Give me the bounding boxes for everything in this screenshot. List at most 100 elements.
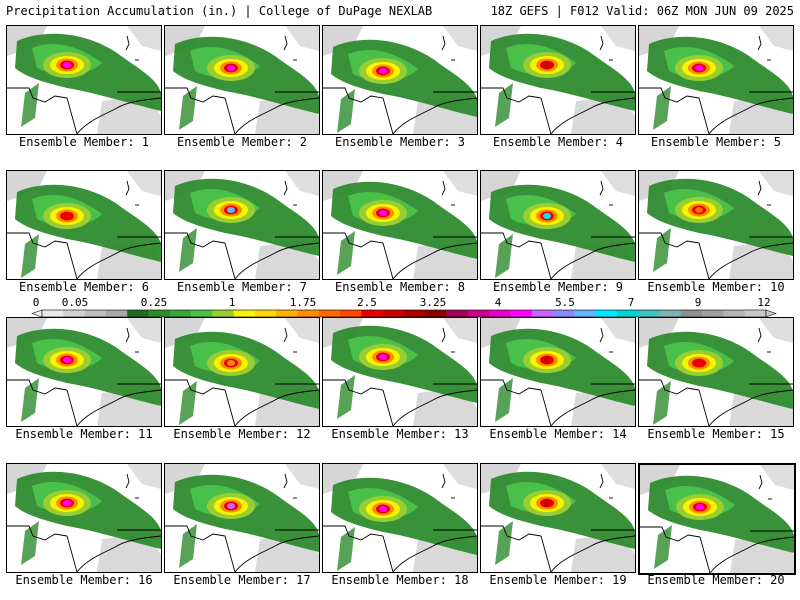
precip-map [7, 171, 161, 279]
ensemble-map-panel [638, 317, 794, 427]
valid-time: 18Z GEFS | F012 Valid: 06Z MON JUN 09 20… [490, 4, 794, 18]
precip-map [7, 464, 161, 572]
colorbar-swatch [595, 310, 618, 317]
ensemble-map-panel [322, 25, 478, 135]
precip-map [639, 171, 793, 279]
ensemble-member-label: Ensemble Member: 11 [15, 427, 153, 441]
colorbar-swatch [489, 310, 511, 317]
ensemble-member-label: Ensemble Member: 6 [18, 280, 150, 294]
ensemble-map-panel [638, 25, 794, 135]
ensemble-member-label: Ensemble Member: 16 [15, 573, 153, 587]
colorbar-swatch [297, 310, 320, 317]
colorbar-swatch [276, 310, 298, 317]
colorbar-swatch [42, 310, 64, 317]
ensemble-member-label: Ensemble Member: 2 [176, 135, 308, 149]
colorbar-swatch [425, 310, 447, 317]
colorbar-max-arrow [765, 309, 777, 318]
ensemble-map-panel [638, 170, 794, 280]
colorbar-swatch [169, 310, 192, 317]
colorbar-swatch [127, 310, 149, 317]
colorbar-tick-label: 5.5 [555, 296, 575, 309]
ensemble-member-label: Ensemble Member: 19 [489, 573, 627, 587]
colorbar-tick-label: 0.05 [62, 296, 89, 309]
precip-map [165, 464, 319, 572]
ensemble-map-panel [164, 170, 320, 280]
precip-map [640, 465, 794, 573]
precip-map [481, 318, 635, 426]
colorbar-swatch [659, 310, 682, 317]
ensemble-map-panel [480, 463, 636, 573]
precip-map [481, 464, 635, 572]
colorbar-swatch [148, 310, 171, 317]
ensemble-member-label: Ensemble Member: 7 [176, 280, 308, 294]
colorbar-tick-label: 4 [495, 296, 502, 309]
colorbar-swatch [63, 310, 85, 317]
ensemble-map-panel [6, 25, 162, 135]
colorbar-tick-label: 7 [628, 296, 635, 309]
ensemble-member-label: Ensemble Member: 3 [334, 135, 466, 149]
colorbar-swatch [723, 310, 745, 317]
ensemble-member-label: Ensemble Member: 20 [647, 573, 785, 587]
ensemble-map-panel [164, 317, 320, 427]
precip-map [481, 171, 635, 279]
colorbar-swatch [467, 310, 490, 317]
colorbar-swatch [191, 310, 213, 317]
ensemble-map-panel [6, 170, 162, 280]
colorbar-swatch [212, 310, 234, 317]
colorbar-swatch [340, 310, 362, 317]
colorbar-tick-label: 2.5 [357, 296, 377, 309]
ensemble-map-panel [322, 317, 478, 427]
colorbar-swatch [744, 310, 767, 317]
ensemble-map-panel [638, 463, 796, 575]
colorbar-swatch [638, 310, 660, 317]
colorbar-swatch [105, 310, 128, 317]
colorbar-swatch [553, 310, 575, 317]
colorbar-swatch [233, 310, 256, 317]
colorbar-swatch [254, 310, 277, 317]
precip-map [323, 171, 477, 279]
ensemble-member-label: Ensemble Member: 9 [492, 280, 624, 294]
colorbar-swatch [702, 310, 724, 317]
ensemble-map-panel [164, 463, 320, 573]
ensemble-map-panel [480, 170, 636, 280]
ensemble-map-panel [164, 25, 320, 135]
ensemble-member-label: Ensemble Member: 14 [489, 427, 627, 441]
colorbar-min-arrow [31, 309, 43, 318]
ensemble-member-label: Ensemble Member: 18 [331, 573, 469, 587]
colorbar-tick-label: 12 [757, 296, 770, 309]
precip-map [639, 26, 793, 134]
colorbar-tick-label: 1.75 [290, 296, 317, 309]
ensemble-member-label: Ensemble Member: 8 [334, 280, 466, 294]
ensemble-member-label: Ensemble Member: 17 [173, 573, 311, 587]
colorbar-tick-label: 3.25 [420, 296, 447, 309]
colorbar-swatch [531, 310, 554, 317]
ensemble-map-panel [322, 463, 478, 573]
ensemble-map-panel [480, 25, 636, 135]
ensemble-map-panel [6, 463, 162, 573]
colorbar-swatch [84, 310, 107, 317]
colorbar-swatch [361, 310, 383, 317]
colorbar-swatch [680, 310, 703, 317]
ensemble-member-label: Ensemble Member: 10 [647, 280, 785, 294]
precip-map [481, 26, 635, 134]
ensemble-map-panel [322, 170, 478, 280]
precip-map [639, 318, 793, 426]
colorbar-swatch [574, 310, 596, 317]
colorbar-tick-label: 1 [229, 296, 236, 309]
precip-map [323, 464, 477, 572]
colorbar-swatch [318, 310, 341, 317]
ensemble-member-label: Ensemble Member: 4 [492, 135, 624, 149]
ensemble-member-label: Ensemble Member: 5 [650, 135, 782, 149]
map-title: Precipitation Accumulation (in.) | Colle… [6, 4, 433, 18]
precip-map [165, 26, 319, 134]
colorbar-swatch [404, 310, 426, 317]
ensemble-map-panel [6, 317, 162, 427]
colorbar-tick-label: 9 [695, 296, 702, 309]
ensemble-member-label: Ensemble Member: 15 [647, 427, 785, 441]
precipitation-colorbar: 0 0.05 0.25 1 1.75 2.5 3.25 4 5.5 7 9 12 [31, 296, 777, 318]
ensemble-member-label: Ensemble Member: 12 [173, 427, 311, 441]
precip-map [7, 26, 161, 134]
colorbar-tick-label: 0.25 [141, 296, 168, 309]
ensemble-map-panel [480, 317, 636, 427]
precip-map [323, 318, 477, 426]
